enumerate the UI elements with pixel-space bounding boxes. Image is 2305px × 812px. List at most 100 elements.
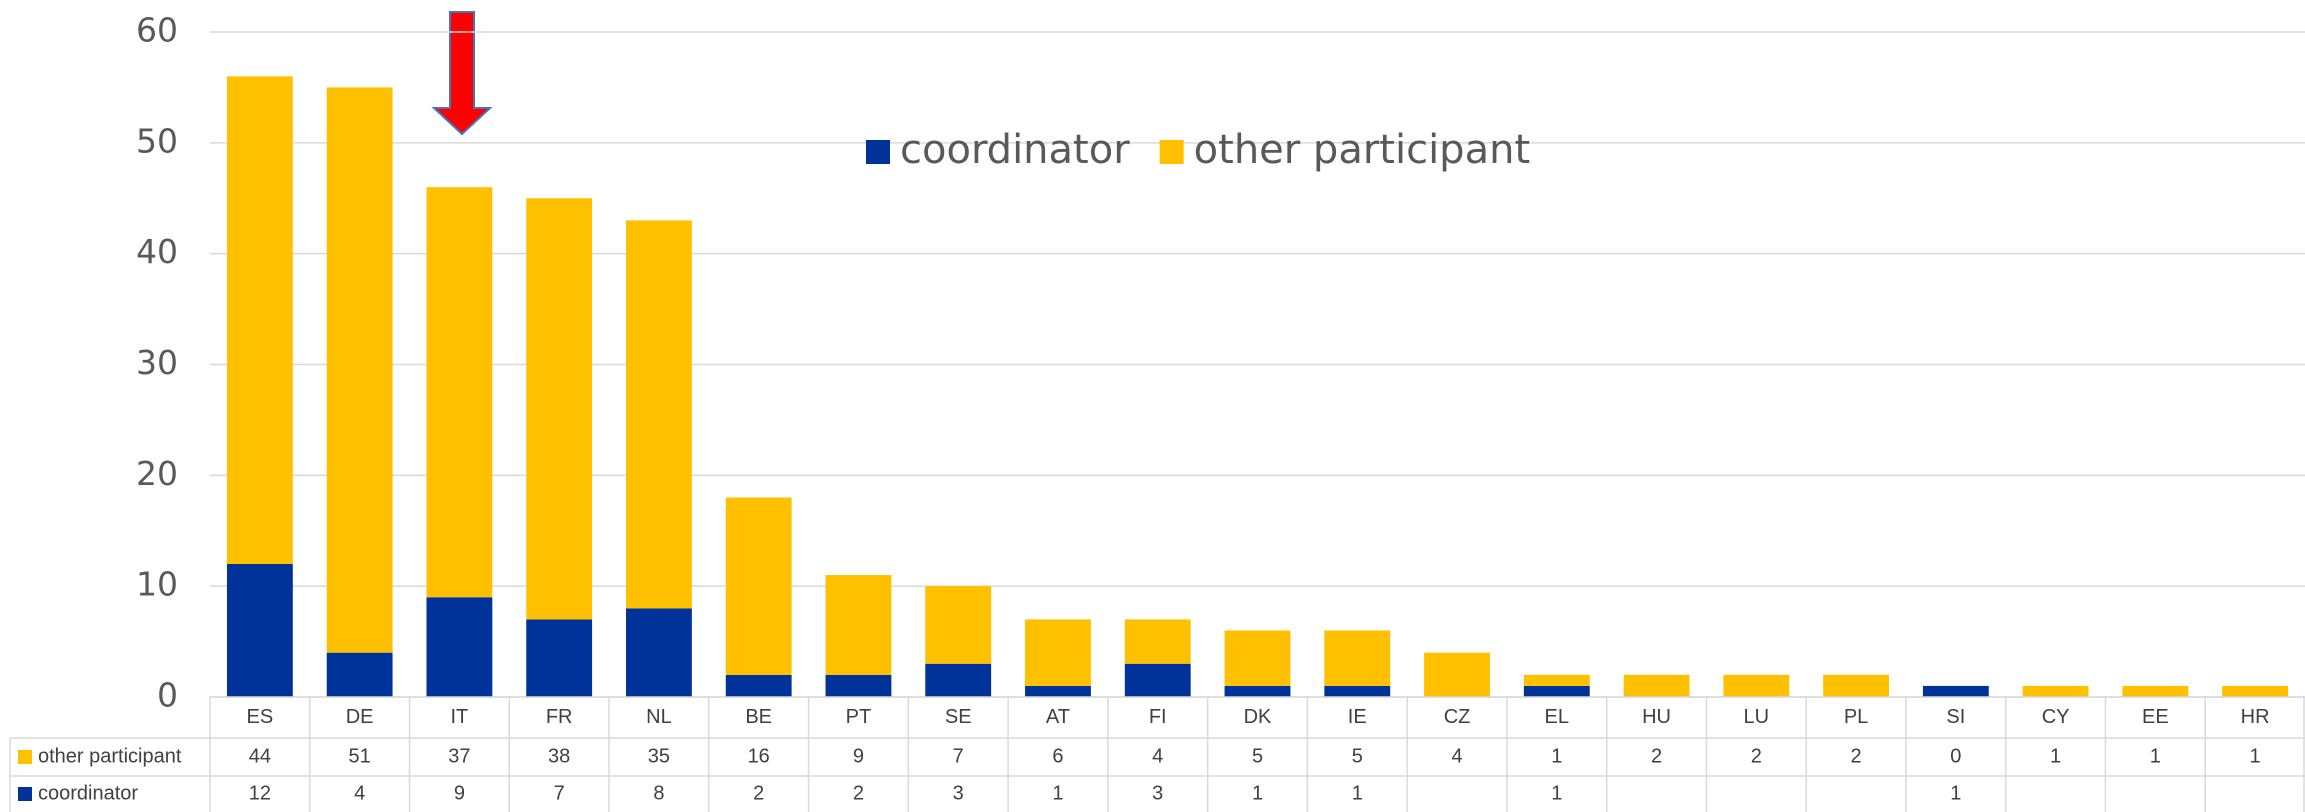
x-tick-label: PL (1844, 706, 1868, 728)
table-value: 9 (853, 745, 864, 767)
x-tick-label: PT (846, 706, 872, 728)
bar (226, 564, 293, 697)
bar (1124, 619, 1191, 664)
legend-swatch (1159, 140, 1184, 164)
table-value: 2 (1651, 745, 1662, 767)
x-tick-label: DE (346, 706, 374, 728)
table-value: 1 (1252, 782, 1263, 804)
table-value: 37 (448, 745, 470, 767)
bar (1324, 630, 1391, 686)
x-tick-label: NL (646, 706, 672, 728)
row-label: coordinator (38, 782, 138, 804)
bar (426, 187, 493, 598)
table-value: 4 (354, 782, 365, 804)
table-value: 16 (748, 745, 770, 767)
bar (1623, 674, 1690, 697)
table-value: 2 (1851, 745, 1862, 767)
x-tick-label: SI (1946, 706, 1965, 728)
table-value: 4 (1152, 745, 1163, 767)
table-value: 5 (1352, 745, 1363, 767)
legend-swatch (866, 140, 890, 164)
bar (825, 674, 892, 697)
y-tick-label: 10 (136, 565, 178, 604)
bar (326, 652, 393, 697)
table-value: 38 (548, 745, 570, 767)
table-value: 4 (1451, 745, 1462, 767)
x-tick-label: SE (945, 706, 972, 728)
table-value: 12 (249, 782, 271, 804)
y-tick-label: 40 (136, 232, 178, 271)
bar (526, 619, 593, 697)
x-tick-label: FR (546, 706, 573, 728)
bar (1523, 674, 1590, 686)
bar (1025, 685, 1091, 697)
table-value: 3 (953, 782, 964, 804)
table-value: 2 (1751, 745, 1762, 767)
table-value: 1 (1551, 782, 1562, 804)
bar (725, 674, 792, 697)
x-tick-label: IT (451, 706, 469, 728)
table-value: 1 (1950, 782, 1961, 804)
bar (1224, 630, 1291, 686)
table-value: 51 (349, 745, 371, 767)
bar (526, 198, 593, 620)
x-tick-label: FI (1149, 706, 1167, 728)
table-value: 9 (454, 782, 465, 804)
table-value: 5 (1252, 745, 1263, 767)
table-value: 7 (953, 745, 964, 767)
bar (2022, 685, 2089, 697)
y-tick-label: 0 (157, 676, 178, 715)
table-value: 6 (1052, 745, 1063, 767)
legend-label: other participant (1194, 127, 1530, 173)
y-tick-label: 20 (136, 454, 178, 493)
table-value: 1 (1551, 745, 1562, 767)
bar (326, 87, 393, 653)
x-tick-label: EL (1545, 706, 1569, 728)
y-tick-label: 60 (136, 11, 178, 50)
legend-swatch (18, 750, 32, 764)
bar (1025, 619, 1091, 686)
y-tick-label: 50 (136, 121, 178, 160)
table-value: 44 (249, 745, 271, 767)
y-tick-label: 30 (136, 343, 178, 382)
bar (1324, 685, 1391, 697)
table-value: 1 (2250, 745, 2261, 767)
bar (426, 597, 493, 697)
bar (725, 497, 792, 675)
bar (1124, 663, 1191, 697)
bar (1523, 685, 1590, 697)
bar (1823, 674, 1889, 697)
x-tick-label: HU (1642, 706, 1671, 728)
legend-swatch (18, 787, 32, 801)
arrow (431, 11, 493, 136)
x-tick-label: IE (1348, 706, 1367, 728)
x-tick-label: BE (745, 706, 772, 728)
bar (1723, 674, 1790, 697)
x-tick-label: EE (2142, 706, 2169, 728)
table-value: 1 (1052, 782, 1063, 804)
row-label: other participant (38, 745, 182, 767)
x-tick-label: CY (2042, 706, 2070, 728)
bar (2122, 685, 2189, 697)
x-tick-label: LU (1744, 706, 1770, 728)
table-value: 2 (853, 782, 864, 804)
bar (1224, 685, 1291, 697)
bar (925, 586, 992, 664)
table-value: 1 (2050, 745, 2061, 767)
x-tick-label: CZ (1444, 706, 1471, 728)
table-value: 1 (1352, 782, 1363, 804)
bar (1424, 652, 1490, 697)
bar (925, 663, 992, 697)
bar (2222, 685, 2289, 697)
bar (626, 608, 692, 697)
bar (1922, 685, 1989, 697)
table-value: 0 (1950, 745, 1961, 767)
table-value: 35 (648, 745, 670, 767)
table-value: 1 (2150, 745, 2161, 767)
bar (825, 575, 892, 675)
table-value: 8 (653, 782, 664, 804)
legend-label: coordinator (900, 127, 1130, 173)
bar (226, 76, 293, 564)
x-tick-label: AT (1046, 706, 1070, 728)
